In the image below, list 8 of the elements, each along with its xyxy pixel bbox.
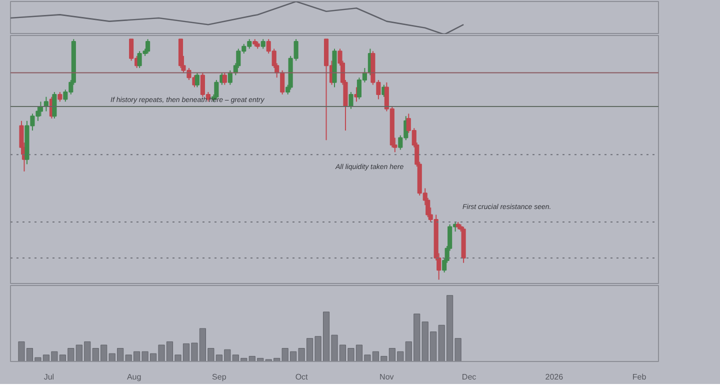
x-tick-label: Oct bbox=[295, 372, 309, 382]
x-tick-label: Aug bbox=[126, 372, 142, 382]
x-tick-label: Feb bbox=[632, 372, 647, 382]
x-tick-label: Nov bbox=[380, 372, 394, 382]
x-tick-label: Dec bbox=[462, 372, 476, 382]
x-tick-label: 2026 bbox=[545, 372, 564, 382]
x-tick-label: Sep bbox=[212, 372, 227, 382]
x-tick-label: Jul bbox=[44, 372, 54, 382]
